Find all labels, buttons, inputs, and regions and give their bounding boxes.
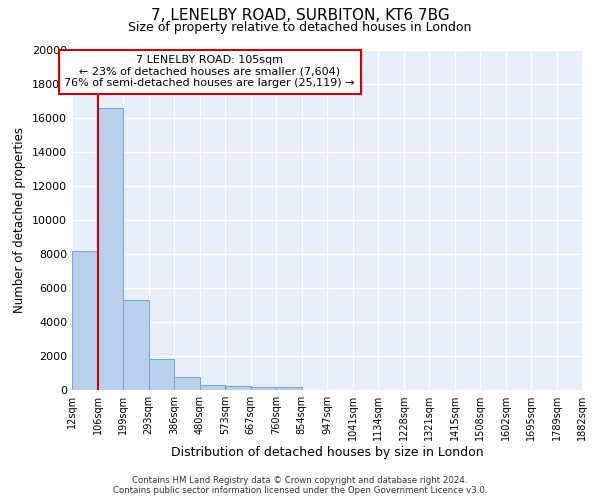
- Y-axis label: Number of detached properties: Number of detached properties: [13, 127, 26, 313]
- Bar: [72, 250, 98, 390]
- Bar: [200, 384, 225, 390]
- Text: Size of property relative to detached houses in London: Size of property relative to detached ho…: [128, 21, 472, 34]
- X-axis label: Distribution of detached houses by size in London: Distribution of detached houses by size …: [170, 446, 484, 459]
- Bar: [251, 387, 276, 390]
- Text: 7 LENELBY ROAD: 105sqm
← 23% of detached houses are smaller (7,604)
76% of semi-: 7 LENELBY ROAD: 105sqm ← 23% of detached…: [64, 55, 355, 88]
- Bar: [98, 108, 123, 390]
- Bar: [123, 300, 149, 390]
- Text: Contains HM Land Registry data © Crown copyright and database right 2024.
Contai: Contains HM Land Registry data © Crown c…: [113, 476, 487, 495]
- Bar: [149, 358, 174, 390]
- Text: 7, LENELBY ROAD, SURBITON, KT6 7BG: 7, LENELBY ROAD, SURBITON, KT6 7BG: [151, 8, 449, 22]
- Bar: [174, 376, 200, 390]
- Bar: [276, 388, 302, 390]
- Bar: [225, 386, 251, 390]
